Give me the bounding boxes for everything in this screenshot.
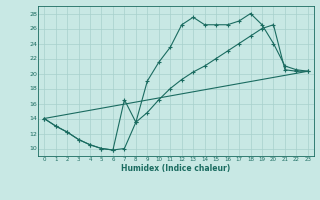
X-axis label: Humidex (Indice chaleur): Humidex (Indice chaleur): [121, 164, 231, 173]
